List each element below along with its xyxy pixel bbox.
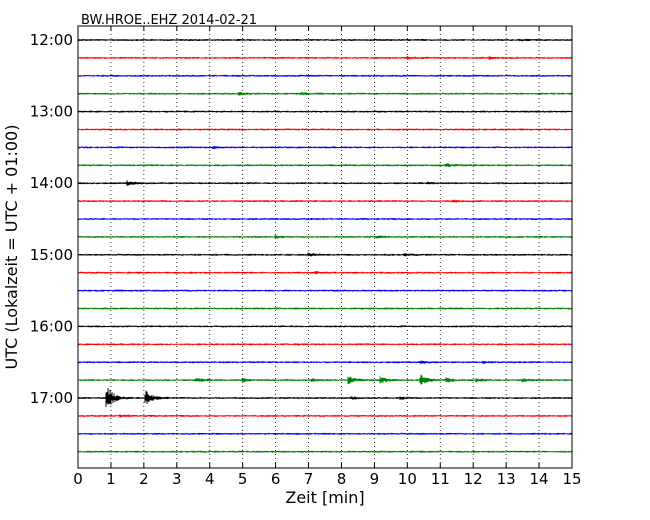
x-tick-label: 9	[370, 470, 380, 488]
vertical-grid	[110, 26, 540, 468]
x-tick-label: 4	[205, 470, 215, 488]
y-tick-label: 16:00	[30, 317, 73, 335]
x-axis-label: Zeit [min]	[285, 488, 364, 507]
x-axis: 0 1 2 3 4 5 6 7 8 9 10 11 12 13 14 15	[73, 26, 582, 488]
y-axis-label: UTC (Lokalzeit = UTC + 01:00)	[2, 125, 21, 370]
x-tick-label: 5	[238, 470, 248, 488]
x-tick-label: 13	[497, 470, 516, 488]
x-tick-label: 11	[431, 470, 450, 488]
x-tick-label: 3	[172, 470, 182, 488]
x-tick-label: 2	[139, 470, 149, 488]
x-tick-label: 6	[271, 470, 281, 488]
y-tick-label: 12:00	[30, 31, 73, 49]
x-tick-label: 14	[530, 470, 549, 488]
x-tick-label: 7	[304, 470, 314, 488]
y-tick-label: 13:00	[30, 103, 73, 121]
y-tick-label: 17:00	[30, 389, 73, 407]
chart-title: BW.HROE..EHZ 2014-02-21	[81, 13, 257, 28]
y-axis: 12:00 13:00 14:00 15:00 16:00 17:00	[30, 31, 83, 407]
y-tick-label: 14:00	[30, 174, 73, 192]
plot-frame	[77, 25, 573, 469]
x-tick-label: 10	[398, 470, 417, 488]
x-tick-label: 1	[106, 470, 116, 488]
x-tick-label: 15	[562, 470, 581, 488]
x-tick-label: 8	[337, 470, 347, 488]
y-tick-label: 15:00	[30, 246, 73, 264]
x-tick-label: 0	[73, 470, 83, 488]
x-tick-label: 12	[464, 470, 483, 488]
